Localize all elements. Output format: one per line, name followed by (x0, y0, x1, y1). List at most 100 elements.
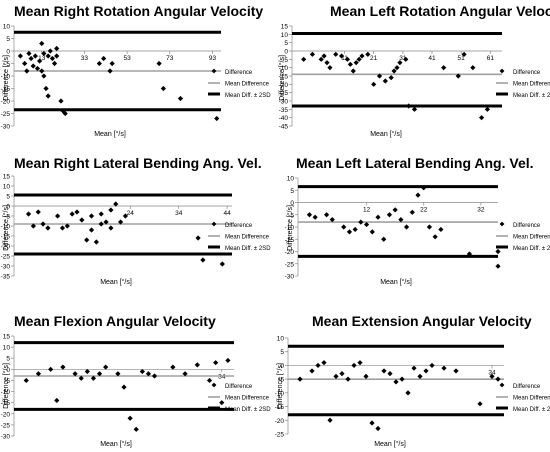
difference-point (406, 103, 412, 109)
y-tick-label: -10 (1, 224, 11, 231)
difference-point (213, 360, 219, 366)
difference-point (45, 53, 51, 59)
difference-point (375, 425, 381, 432)
difference-point (200, 257, 206, 263)
difference-point (309, 51, 316, 57)
y-tick-label: -20 (275, 418, 285, 425)
y-tick-label: -15 (1, 86, 11, 93)
y-tick-label: -10 (285, 225, 295, 232)
difference-point (182, 371, 188, 377)
difference-point (214, 115, 220, 122)
y-tick-label: -15 (279, 74, 289, 81)
legend-label: Mean Difference (513, 235, 550, 241)
legend-label: Mean Difference (225, 396, 270, 402)
difference-point (54, 53, 60, 59)
difference-point (121, 384, 127, 390)
difference-point (391, 68, 397, 74)
legend-label: Mean Diff. ± 2SD (225, 93, 271, 99)
difference-point (41, 50, 47, 57)
y-tick-label: -10 (275, 390, 285, 397)
difference-point (409, 209, 415, 215)
y-axis-label: Difference [°/s] (2, 205, 10, 251)
difference-point (90, 375, 97, 381)
difference-point (103, 364, 109, 370)
difference-point (423, 368, 429, 374)
difference-point (88, 213, 95, 219)
panel-title: Mean Right Rotation Angular Velocity (14, 3, 263, 19)
difference-point (72, 371, 78, 377)
panel-title: Mean Right Lateral Bending Ang. Vel. (14, 155, 262, 171)
difference-point (318, 56, 324, 62)
difference-point (30, 223, 36, 229)
difference-point (98, 221, 104, 227)
y-tick-label: -30 (1, 264, 11, 271)
y-tick-label: -25 (1, 111, 11, 118)
y-tick-label: -5 (4, 214, 10, 221)
difference-point (35, 209, 41, 215)
x-axis-label: Mean [°/s] (100, 440, 132, 448)
x-axis-label: Mean [°/s] (380, 278, 412, 286)
legend-difference-marker (499, 68, 505, 74)
difference-point (405, 390, 411, 396)
difference-point (43, 85, 49, 92)
y-tick-label: -15 (285, 237, 295, 244)
y-tick-label: -35 (279, 107, 289, 114)
difference-point (39, 40, 45, 47)
y-tick-label: -5 (278, 377, 284, 384)
difference-point (26, 50, 32, 57)
x-axis-label: Mean [°/s] (100, 278, 132, 286)
difference-point (93, 239, 99, 245)
difference-point (297, 376, 303, 382)
difference-point (96, 60, 102, 67)
difference-point (301, 56, 307, 62)
difference-point (347, 61, 353, 67)
x-tick-label: 13 (38, 55, 46, 62)
difference-point (34, 65, 41, 72)
difference-point (84, 368, 90, 375)
difference-point (495, 248, 501, 255)
difference-point (62, 110, 68, 117)
panel-6: Mean Extension Angular Velocity 10 5 0 -5 -10… (275, 313, 550, 448)
legend-label: Mean Diff. ± 2SD (513, 93, 550, 99)
difference-point (365, 51, 371, 57)
difference-point (381, 236, 387, 242)
y-tick-label: -10 (279, 65, 289, 72)
x-tick-label: 44 (224, 210, 232, 217)
difference-point (103, 219, 109, 225)
difference-point (369, 420, 375, 426)
x-tick-label: 33 (81, 55, 89, 62)
difference-point (51, 60, 58, 67)
difference-point (69, 211, 75, 217)
difference-point (312, 214, 318, 220)
difference-point (108, 207, 114, 213)
panel-title: Mean Left Rotation Angular Velocity (330, 3, 550, 19)
difference-point (98, 211, 104, 217)
x-tick-label: 21 (370, 55, 378, 62)
difference-point (60, 364, 66, 370)
y-tick-label: 10 (3, 184, 11, 191)
x-tick-label: 34 (488, 369, 496, 376)
y-tick-label: 5 (6, 356, 10, 363)
difference-point (417, 373, 423, 379)
difference-point (35, 371, 42, 377)
difference-point (411, 365, 417, 371)
panel-4: Mean Left Lateral Bending Ang. Vel.10 5 0 -… (285, 155, 550, 286)
difference-point (484, 106, 491, 112)
legend-difference-marker (499, 221, 505, 227)
panel-2: Mean Left Rotation Angular Velocity15105… (278, 3, 550, 138)
difference-point (339, 371, 345, 377)
legend-label: Mean Difference (225, 235, 270, 241)
difference-point (356, 56, 362, 62)
legend-label: Difference (225, 223, 253, 229)
legend: Difference Mean Difference Mean Diff. ± 2S… (208, 382, 271, 413)
y-axis-label: Difference [°/s] (2, 55, 10, 101)
y-axis-label: Difference [°/s] (276, 363, 284, 409)
difference-point (47, 48, 53, 54)
y-tick-label: 10 (3, 24, 11, 31)
difference-point (470, 65, 476, 71)
difference-point (306, 212, 313, 218)
y-tick-label: 15 (281, 24, 289, 31)
legend-difference-marker (211, 382, 217, 388)
x-tick-label: 73 (166, 55, 174, 62)
